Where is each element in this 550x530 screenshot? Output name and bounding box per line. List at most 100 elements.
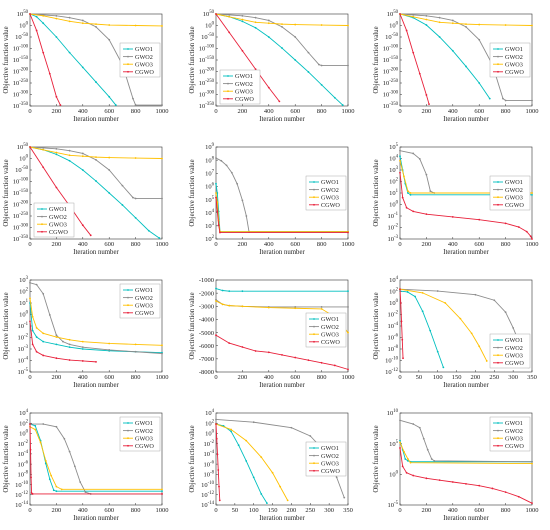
- data-point-gwo1: [215, 182, 217, 185]
- x-axis-label: Iteration number: [259, 116, 305, 123]
- data-point-gwo3: [478, 23, 481, 26]
- legend-label: GWO2: [49, 214, 67, 221]
- data-point-cgwo: [320, 361, 323, 364]
- y-axis-label: Objective function value: [3, 159, 10, 226]
- data-point-gwo3: [465, 23, 467, 26]
- y-tick-label: 10-50: [201, 33, 214, 41]
- data-point-gwo1: [406, 291, 409, 293]
- legend-marker-gwo3: [41, 223, 43, 226]
- data-point-gwo3: [294, 307, 297, 310]
- data-point-gwo2: [42, 292, 45, 295]
- data-point-gwo1: [108, 95, 111, 98]
- data-point-gwo2: [68, 149, 71, 152]
- y-axis-label: Objective function value: [189, 425, 196, 492]
- y-tick-label: 10-10: [15, 481, 28, 489]
- y-tick-label: 1050: [203, 10, 215, 18]
- data-point-gwo2: [230, 171, 233, 174]
- x-axis-label: Iteration number: [73, 515, 119, 522]
- data-point-gwo2: [436, 290, 439, 292]
- data-point-cgwo: [55, 186, 58, 189]
- data-point-gwo2: [132, 97, 134, 100]
- data-point-gwo2: [95, 25, 97, 28]
- x-tick-label: 1000: [156, 507, 169, 514]
- x-tick-label: 600: [474, 108, 484, 115]
- chart-panel-3: 0 200 400 600 800 1000 1050 100 10-50 10-100 10-15…: [373, 10, 539, 123]
- data-point-gwo3: [438, 21, 441, 24]
- data-point-cgwo: [161, 493, 163, 495]
- data-point-cgwo: [412, 51, 415, 54]
- legend-label: CGWO: [135, 443, 154, 450]
- x-axis-label: Iteration number: [443, 382, 489, 389]
- data-point-gwo3: [134, 343, 137, 346]
- chart-panel-12: 0 200 400 600 800 1000 1010 105 100 10-5 Iteration…: [373, 409, 539, 522]
- data-point-gwo1: [266, 502, 268, 505]
- y-tick-label: 102: [389, 288, 399, 296]
- y-tick-label: 102: [205, 235, 215, 243]
- y-tick-label: 10-4: [18, 357, 29, 365]
- data-point-gwo3: [55, 336, 58, 338]
- legend-label: GWO3: [505, 61, 523, 68]
- data-point-gwo1: [55, 36, 58, 38]
- y-tick-label: 10-8: [388, 345, 399, 353]
- data-point-gwo2: [320, 306, 323, 308]
- data-point-gwo3: [409, 192, 412, 194]
- legend-label: CGWO: [505, 443, 524, 450]
- y-tick-label: 100: [19, 155, 29, 163]
- data-point-cgwo: [399, 447, 401, 449]
- y-tick-label: 105: [205, 196, 215, 204]
- y-tick-label: 10-5: [388, 501, 399, 509]
- y-tick-label: -1000: [199, 277, 214, 284]
- y-tick-label: 100: [389, 299, 399, 307]
- y-tick-label: 10-50: [15, 166, 28, 174]
- legend-marker-gwo3: [313, 333, 315, 336]
- series-line-cgwo: [399, 447, 533, 504]
- data-point-gwo2: [493, 299, 496, 302]
- data-point-gwo1: [241, 290, 244, 293]
- x-tick-label: 350: [343, 507, 353, 514]
- y-tick-label: 10-6: [388, 334, 399, 342]
- y-tick-label: 10-1: [18, 322, 29, 330]
- data-point-cgwo: [241, 49, 244, 52]
- y-tick-label: 100: [389, 201, 399, 209]
- y-tick-label: 1050: [17, 10, 29, 18]
- data-point-gwo2: [347, 64, 349, 67]
- data-point-cgwo: [504, 222, 507, 225]
- data-point-gwo3: [531, 462, 533, 465]
- data-point-gwo1: [531, 193, 533, 196]
- data-point-gwo1: [254, 26, 257, 29]
- legend-label: GWO2: [135, 428, 153, 435]
- legend-label: GWO2: [321, 187, 339, 194]
- series-line-cgwo: [29, 146, 92, 236]
- data-point-gwo1: [333, 96, 336, 99]
- plot-frame: [215, 412, 349, 506]
- data-point-gwo1: [399, 439, 401, 442]
- data-point-cgwo: [29, 448, 32, 451]
- x-tick-label: 1000: [526, 241, 539, 248]
- data-point-gwo3: [531, 24, 533, 27]
- x-tick-label: 200: [422, 108, 432, 115]
- data-point-cgwo: [35, 350, 38, 353]
- x-tick-label: 1000: [526, 507, 539, 514]
- legend-marker-gwo2: [497, 55, 499, 58]
- data-point-gwo1: [31, 329, 34, 332]
- data-point-cgwo: [412, 210, 415, 213]
- data-point-gwo2: [236, 182, 239, 185]
- y-tick-label: 102: [389, 178, 399, 186]
- y-tick-label: 104: [205, 409, 215, 417]
- data-point-gwo3: [95, 23, 97, 26]
- data-point-cgwo: [215, 334, 217, 337]
- data-point-gwo2: [531, 99, 533, 102]
- data-point-gwo2: [161, 197, 163, 200]
- legend-marker-gwo3: [497, 354, 499, 357]
- data-point-gwo3: [29, 297, 31, 300]
- data-point-cgwo: [399, 13, 401, 15]
- legend-label: GWO1: [135, 287, 153, 294]
- legend-label: GWO1: [505, 179, 523, 186]
- data-point-gwo2: [215, 298, 217, 301]
- series-line-gwo1: [29, 302, 163, 354]
- data-point-gwo2: [241, 14, 244, 17]
- x-tick-label: 600: [104, 241, 114, 248]
- data-point-gwo2: [55, 334, 58, 337]
